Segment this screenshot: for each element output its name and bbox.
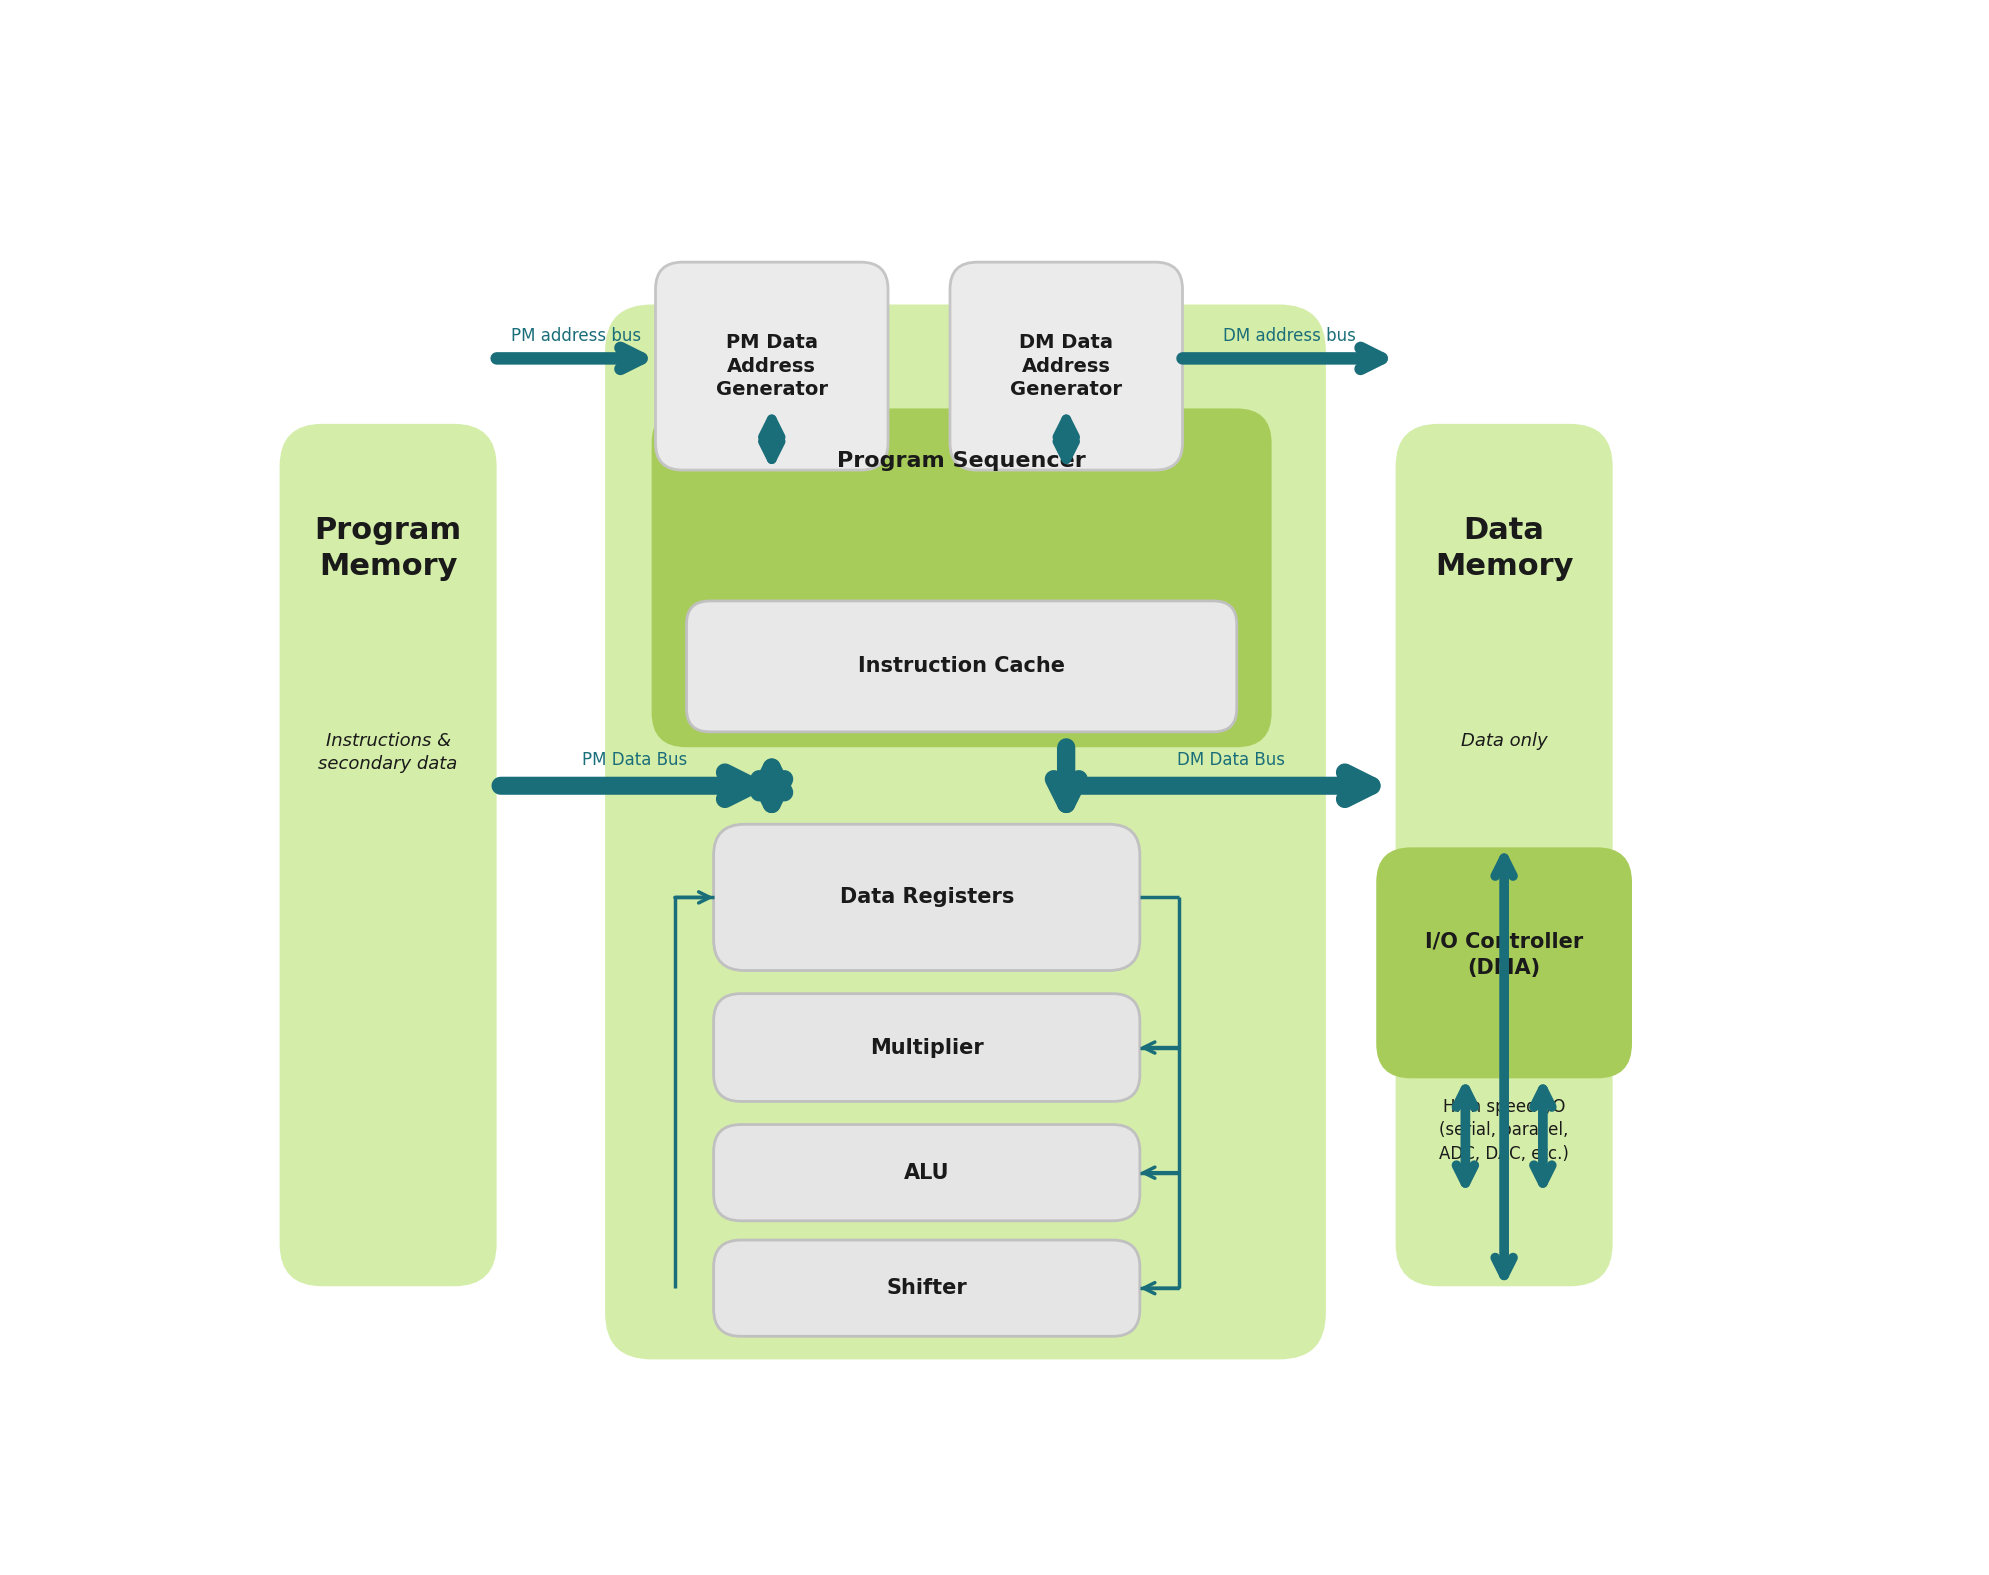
Text: PM Data
Address
Generator: PM Data Address Generator — [716, 332, 827, 398]
Text: PM Data Bus: PM Data Bus — [581, 751, 686, 769]
Text: Multiplier: Multiplier — [869, 1038, 985, 1057]
FancyBboxPatch shape — [951, 261, 1183, 469]
FancyBboxPatch shape — [1376, 847, 1633, 1079]
Text: Data Registers: Data Registers — [839, 887, 1014, 907]
FancyBboxPatch shape — [605, 304, 1327, 1359]
FancyBboxPatch shape — [714, 1125, 1140, 1221]
Text: Instruction Cache: Instruction Cache — [857, 657, 1066, 676]
FancyBboxPatch shape — [714, 824, 1140, 970]
Text: Shifter: Shifter — [887, 1279, 967, 1298]
Text: Instructions &
secondary data: Instructions & secondary data — [318, 732, 457, 773]
Text: Data only: Data only — [1460, 732, 1547, 750]
Text: High speed I/O
(serial, parallel,
ADC, DAC, etc.): High speed I/O (serial, parallel, ADC, D… — [1440, 1098, 1569, 1162]
Text: I/O Controller
(DMA): I/O Controller (DMA) — [1424, 932, 1583, 978]
Text: DM Data
Address
Generator: DM Data Address Generator — [1010, 332, 1122, 398]
Text: ALU: ALU — [903, 1162, 949, 1183]
FancyBboxPatch shape — [686, 602, 1237, 732]
FancyBboxPatch shape — [656, 261, 887, 469]
Text: Program Sequencer: Program Sequencer — [837, 450, 1086, 471]
Text: Data
Memory: Data Memory — [1434, 517, 1573, 581]
Text: DM Data Bus: DM Data Bus — [1177, 751, 1285, 769]
FancyBboxPatch shape — [714, 1240, 1140, 1336]
Text: PM address bus: PM address bus — [511, 326, 640, 345]
FancyBboxPatch shape — [652, 408, 1271, 747]
Text: DM address bus: DM address bus — [1223, 326, 1355, 345]
FancyBboxPatch shape — [1396, 424, 1613, 1287]
Text: Program
Memory: Program Memory — [314, 517, 461, 581]
FancyBboxPatch shape — [714, 994, 1140, 1101]
FancyBboxPatch shape — [280, 424, 497, 1287]
